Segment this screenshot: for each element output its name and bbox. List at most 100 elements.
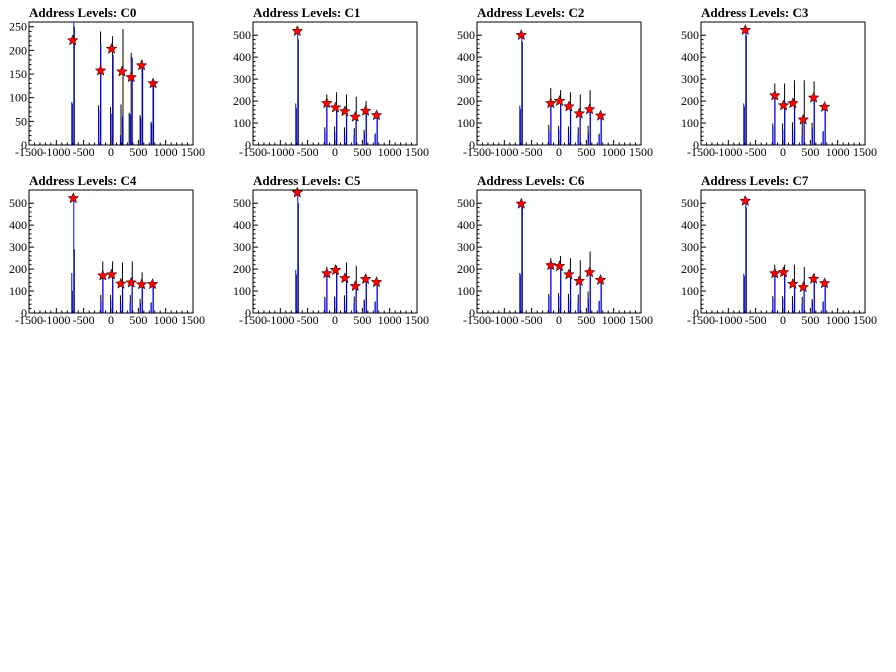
- y-tick-label: 100: [457, 116, 475, 130]
- x-tick-label: 0: [332, 313, 338, 327]
- x-tick-label: -1000: [714, 313, 742, 327]
- y-tick-label: 100: [457, 284, 475, 298]
- peak-marker: [359, 104, 372, 116]
- x-tick-label: 1500: [629, 313, 653, 327]
- peak-marker: [786, 277, 799, 290]
- y-tick-label: 500: [681, 196, 699, 210]
- y-tick-label: 0: [693, 306, 699, 320]
- x-tick-label: 1000: [154, 313, 178, 327]
- chart-grid: Address Levels: C0 0 50 100 150 200 250 -1500 -1…: [0, 0, 896, 327]
- x-tick-label: 0: [556, 313, 562, 327]
- chart-title: Address Levels: C4: [29, 173, 137, 188]
- y-tick-label: 200: [233, 94, 251, 108]
- x-tick-label: 500: [353, 145, 371, 159]
- peak-marker: [553, 260, 566, 272]
- chart-title: Address Levels: C7: [701, 173, 809, 188]
- x-tick-label: 500: [353, 313, 371, 327]
- x-tick-label: 500: [801, 313, 819, 327]
- x-tick-label: -1500: [15, 145, 43, 159]
- peak-marker: [338, 105, 351, 117]
- x-tick-label: 0: [780, 313, 786, 327]
- chart-title: Address Levels: C6: [477, 173, 585, 188]
- x-tick-label: -1500: [463, 145, 491, 159]
- peak-marker: [777, 266, 790, 278]
- y-tick-label: 300: [457, 72, 475, 86]
- y-tick-label: 200: [233, 262, 251, 276]
- x-tick-label: 1500: [853, 145, 877, 159]
- x-tick-label: -1000: [42, 145, 70, 159]
- y-tick-label: 100: [9, 91, 27, 105]
- y-tick-label: 500: [681, 28, 699, 42]
- x-tick-label: -500: [745, 313, 767, 327]
- x-tick-label: -500: [297, 145, 319, 159]
- y-tick-label: 500: [457, 28, 475, 42]
- peak-marker: [320, 97, 333, 109]
- y-tick-label: 150: [9, 67, 27, 81]
- peak-marker: [562, 100, 575, 112]
- chart-panel: Address Levels: C0 0 50 100 150 200 250 -1500 -1…: [0, 0, 224, 168]
- y-tick-label: 50: [15, 114, 27, 128]
- y-tick-label: 200: [681, 94, 699, 108]
- peak-marker: [777, 99, 790, 111]
- x-tick-label: 0: [556, 145, 562, 159]
- y-tick-label: 400: [681, 218, 699, 232]
- peak-marker: [768, 267, 781, 279]
- y-tick-label: 200: [681, 262, 699, 276]
- peak-marker: [114, 277, 127, 289]
- chart-svg: Address Levels: C0 0 50 100 150 200 250 -1500 -1…: [9, 5, 205, 159]
- peak-marker: [515, 197, 528, 209]
- chart-panel: Address Levels: C1 0 100 200 300 400 500 -1500-…: [224, 0, 448, 168]
- peak-marker: [797, 281, 810, 293]
- peak-marker: [818, 100, 831, 112]
- x-tick-label: -500: [521, 145, 543, 159]
- x-tick-label: -1500: [15, 313, 43, 327]
- peak-marker: [544, 259, 557, 271]
- y-tick-label: 0: [245, 138, 251, 152]
- y-tick-label: 500: [457, 196, 475, 210]
- x-tick-label: 1500: [181, 313, 205, 327]
- y-tick-label: 500: [233, 28, 251, 42]
- x-tick-label: -500: [521, 313, 543, 327]
- x-tick-label: -1000: [490, 145, 518, 159]
- chart-title: Address Levels: C3: [701, 5, 809, 20]
- plot-frame: [700, 189, 866, 314]
- chart-panel: Address Levels: C2 0 100 200 300 400 500 -1500-…: [448, 0, 672, 168]
- peak-marker: [349, 280, 362, 292]
- peak-marker: [116, 65, 128, 77]
- y-tick-label: 500: [9, 196, 27, 210]
- y-tick-label: 300: [233, 72, 251, 86]
- peak-marker: [135, 59, 148, 71]
- peak-marker: [562, 268, 575, 280]
- peak-marker: [797, 113, 810, 125]
- peak-marker: [105, 268, 118, 280]
- peak-marker: [96, 269, 109, 281]
- x-tick-label: 1000: [378, 313, 402, 327]
- x-tick-label: 1000: [378, 145, 402, 159]
- x-tick-label: -500: [73, 145, 95, 159]
- y-tick-label: 0: [469, 306, 475, 320]
- y-tick-label: 100: [9, 284, 27, 298]
- peak-marker: [370, 109, 383, 121]
- peak-marker: [94, 64, 107, 76]
- y-tick-label: 300: [681, 72, 699, 86]
- y-tick-label: 0: [693, 138, 699, 152]
- chart-title: Address Levels: C1: [253, 5, 360, 20]
- x-tick-label: 500: [129, 313, 147, 327]
- y-tick-label: 400: [457, 218, 475, 232]
- chart-panel: Address Levels: C3 0 100 200 300 400 500 -1500-…: [672, 0, 896, 168]
- peak-marker: [739, 194, 752, 206]
- y-tick-label: 400: [9, 218, 27, 232]
- peak-marker: [125, 71, 138, 83]
- x-tick-label: 1500: [629, 145, 653, 159]
- y-tick-label: 400: [681, 50, 699, 64]
- x-tick-label: 500: [577, 145, 595, 159]
- chart-svg: Address Levels: C70100200300400500-1500-…: [681, 173, 877, 327]
- x-tick-label: -1000: [266, 145, 294, 159]
- peak-marker: [768, 89, 781, 101]
- y-tick-label: 200: [457, 262, 475, 276]
- peak-marker: [105, 42, 118, 54]
- peak-marker: [807, 91, 820, 103]
- y-tick-label: 250: [9, 20, 27, 34]
- y-tick-label: 400: [233, 218, 251, 232]
- y-tick-label: 100: [681, 116, 699, 130]
